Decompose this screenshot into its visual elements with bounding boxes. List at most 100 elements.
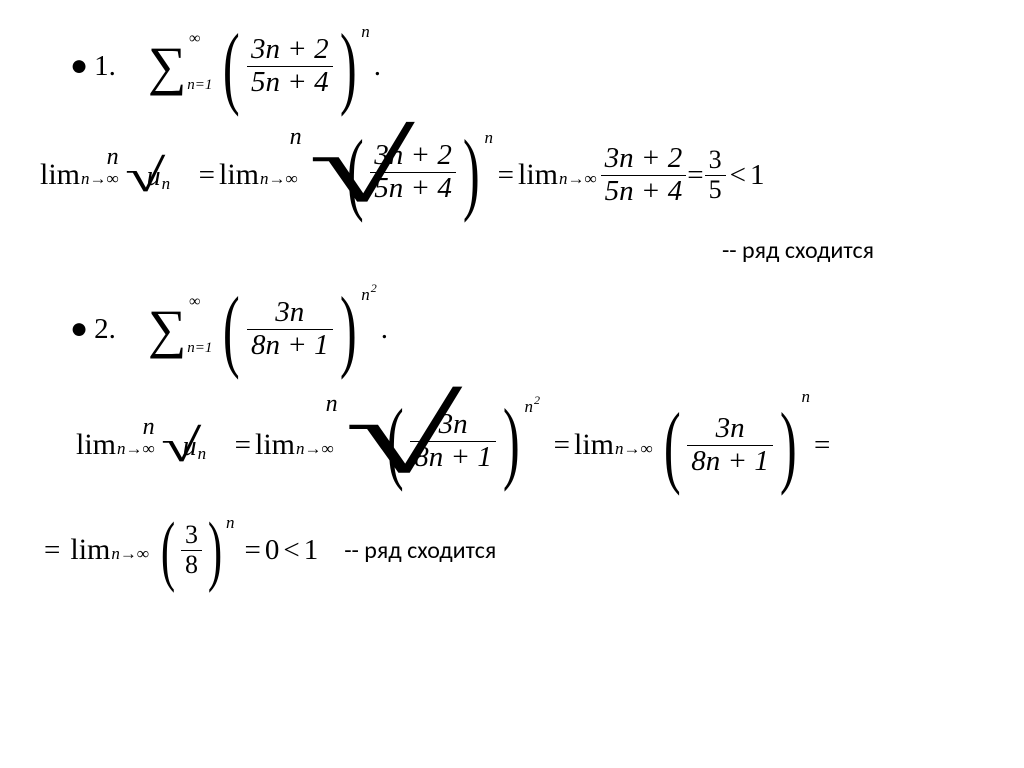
less-than: < xyxy=(730,159,746,192)
lim-sub: n→∞ xyxy=(81,169,119,189)
denominator: 5n + 4 xyxy=(251,66,329,98)
series-term: ( 3n + 2 5n + 4 ) xyxy=(216,20,363,112)
root-index: n xyxy=(107,144,119,171)
nth-root-big: n √ ( 3n 8n + 1 ) n 2 xyxy=(340,385,550,505)
exponent: n 2 xyxy=(361,285,377,305)
exp-base: n xyxy=(361,285,370,305)
equals: = xyxy=(199,159,215,192)
lim-word: lim xyxy=(70,533,110,567)
nth-root-big: n √ ( 3n + 2 5n + 4 ) n xyxy=(304,120,494,230)
problem-1-conclusion: -- ряд сходится xyxy=(40,236,994,265)
zero: 0 xyxy=(265,534,280,567)
one: 1 xyxy=(304,534,319,567)
numerator: 3n + 2 xyxy=(251,33,329,65)
exponent: n xyxy=(485,128,494,148)
denominator: 8n + 1 xyxy=(691,445,769,477)
lim-word: lim xyxy=(219,158,259,192)
exponent: n xyxy=(226,513,235,533)
nth-root: n √ u n xyxy=(125,150,195,200)
paren-fraction: ( 3n 8n + 1 ) xyxy=(657,399,804,491)
root-index: n xyxy=(143,414,155,441)
fraction: 3n 8n + 1 xyxy=(247,297,333,362)
limit-fraction: 3n + 2 5n + 4 xyxy=(601,143,687,208)
lim-sub: n→∞ xyxy=(260,169,298,189)
exp-sq: 2 xyxy=(534,393,540,408)
less-than: < xyxy=(283,534,299,567)
problem-number: 2. xyxy=(94,313,116,346)
problem-1-limit: lim n→∞ n √ u n = lim n→∞ n √ ( 3n + 2 xyxy=(40,120,994,230)
exponent: n 2 xyxy=(525,397,541,417)
math-document: ● 1. ∑ ∞ n=1 ( 3n + 2 5n + 4 ) n . lim n… xyxy=(0,0,1024,589)
lim-sub: n→∞ xyxy=(615,439,653,459)
limit: lim n→∞ xyxy=(70,533,149,567)
u-sub: n xyxy=(198,444,207,464)
u-var: u xyxy=(147,161,161,193)
denominator: 8n + 1 xyxy=(251,329,329,361)
sigma-lower: n=1 xyxy=(187,77,212,94)
conclusion-text: -- ряд сходится xyxy=(344,536,496,565)
one: 1 xyxy=(750,159,765,192)
bullet-icon: ● xyxy=(70,49,88,83)
denominator: 5n + 4 xyxy=(605,175,683,207)
lim-word: lim xyxy=(76,428,116,462)
root-body: ( 3n + 2 5n + 4 ) xyxy=(340,126,487,218)
limit: lim n→∞ xyxy=(255,428,334,462)
equals: = xyxy=(498,159,514,192)
equals: = xyxy=(235,429,251,462)
equals: = xyxy=(814,429,830,462)
equals: = xyxy=(687,159,703,192)
bullet-icon: ● xyxy=(70,312,88,346)
numerator: 3 xyxy=(181,521,202,550)
conclusion-text: -- ряд сходится xyxy=(722,236,874,265)
paren-fraction: ( 3 8 ) xyxy=(155,511,228,589)
numerator: 3n xyxy=(439,408,468,440)
lim-sub: n→∞ xyxy=(296,439,334,459)
problem-2-limit-line2: = lim n→∞ ( 3 8 ) n = 0 < 1 -- ряд сходи… xyxy=(40,511,994,589)
numerator: 3n xyxy=(275,296,304,328)
limit: lim n→∞ xyxy=(518,158,597,192)
exponent: n xyxy=(361,22,370,42)
u-var: u xyxy=(183,431,197,463)
problem-number: 1. xyxy=(94,50,116,83)
equals: = xyxy=(554,429,570,462)
sigma-upper: ∞ xyxy=(189,293,200,311)
sigma-upper: ∞ xyxy=(189,30,200,48)
lim-word: lim xyxy=(574,428,614,462)
sigma-symbol: ∑ xyxy=(148,39,187,93)
lim-word: lim xyxy=(40,158,80,192)
numerator: 3n xyxy=(716,412,745,444)
sigma-symbol: ∑ xyxy=(148,302,187,356)
problem-1-statement: ● 1. ∑ ∞ n=1 ( 3n + 2 5n + 4 ) n . xyxy=(70,20,994,112)
numerator: 3n + 2 xyxy=(374,139,452,171)
root-body: ( 3n 8n + 1 ) xyxy=(380,395,527,487)
summation: ∑ ∞ n=1 xyxy=(148,36,187,96)
denominator: 8n + 1 xyxy=(414,441,492,473)
numerator: 3 xyxy=(705,146,726,175)
root-index: n xyxy=(290,124,302,151)
lim-word: lim xyxy=(255,428,295,462)
result-fraction: 3 5 xyxy=(705,146,726,204)
exp-sq: 2 xyxy=(371,281,377,296)
u-sub: n xyxy=(162,174,171,194)
equals: = xyxy=(244,534,260,567)
lim-sub: n→∞ xyxy=(111,544,149,564)
series-term: ( 3n 8n + 1 ) xyxy=(216,283,363,375)
problem-2-limit-line1: lim n→∞ n √ u n = lim n→∞ n √ ( 3n xyxy=(76,385,994,505)
equals: = xyxy=(44,534,60,567)
denominator: 5 xyxy=(705,176,726,205)
nth-root: n √ u n xyxy=(161,420,231,470)
root-index: n xyxy=(326,391,338,418)
fraction: 3n + 2 5n + 4 xyxy=(247,34,333,99)
summation: ∑ ∞ n=1 xyxy=(148,299,187,359)
period: . xyxy=(381,313,388,346)
denominator: 8 xyxy=(181,551,202,580)
numerator: 3n + 2 xyxy=(605,142,683,174)
problem-2-statement: ● 2. ∑ ∞ n=1 ( 3n 8n + 1 ) n 2 . xyxy=(70,283,994,375)
limit: lim n→∞ xyxy=(574,428,653,462)
lim-sub: n→∞ xyxy=(117,439,155,459)
exp-base: n xyxy=(525,397,534,417)
period: . xyxy=(374,50,381,83)
exponent: n xyxy=(802,387,811,407)
sigma-lower: n=1 xyxy=(187,340,212,357)
denominator: 5n + 4 xyxy=(374,172,452,204)
